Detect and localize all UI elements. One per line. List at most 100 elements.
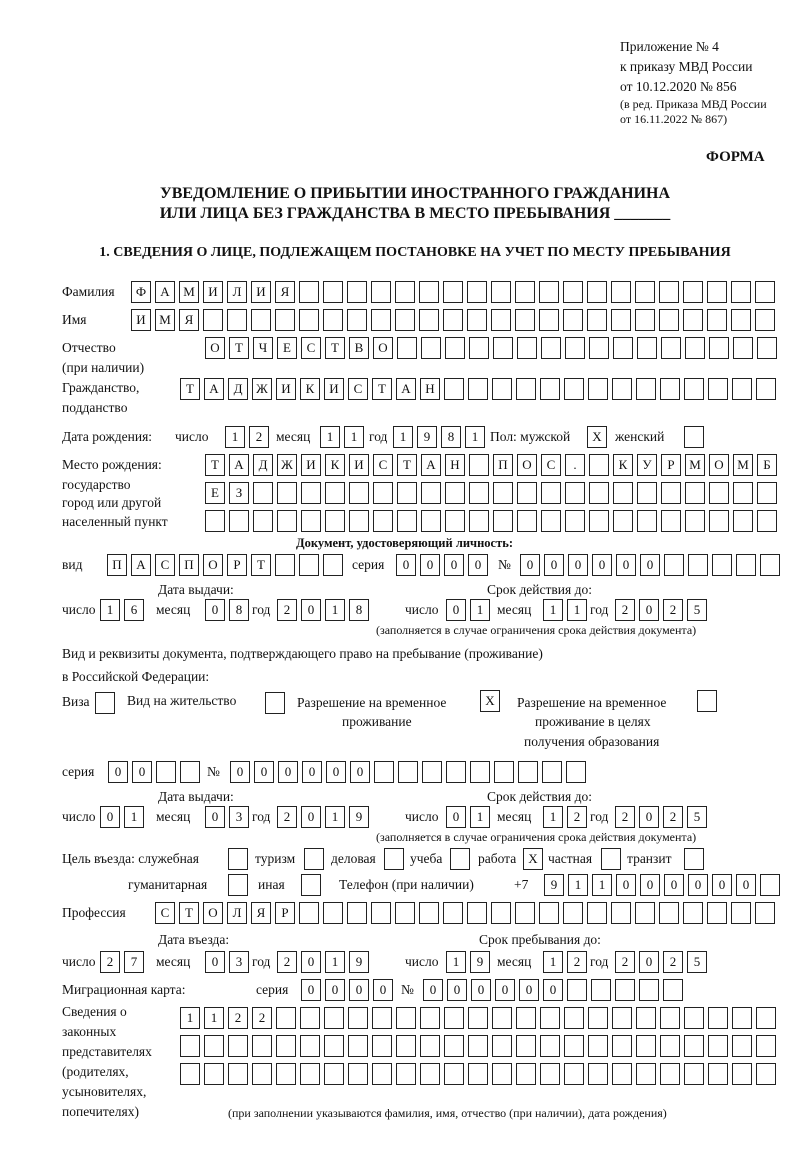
char-cell[interactable]	[565, 337, 585, 359]
char-cell[interactable]	[565, 510, 585, 532]
char-cell[interactable]	[396, 1063, 416, 1085]
char-cell[interactable]	[180, 1035, 200, 1057]
char-cell[interactable]: А	[204, 378, 224, 400]
char-cell[interactable]	[446, 761, 466, 783]
char-cell[interactable]	[469, 482, 489, 504]
char-cell[interactable]: 1	[543, 951, 563, 973]
char-cell[interactable]	[443, 902, 463, 924]
char-cell[interactable]	[613, 482, 633, 504]
char-cell[interactable]	[493, 482, 513, 504]
char-cell[interactable]	[204, 1063, 224, 1085]
checkbox-cell[interactable]	[304, 848, 324, 870]
char-cell[interactable]	[205, 510, 225, 532]
checkbox-cell[interactable]	[265, 692, 285, 714]
checkbox-cell[interactable]: X	[523, 848, 543, 870]
char-cell[interactable]: 0	[205, 951, 225, 973]
char-cell[interactable]: Ф	[131, 281, 151, 303]
char-cell[interactable]	[444, 1035, 464, 1057]
char-cell[interactable]	[635, 309, 655, 331]
char-cell[interactable]: И	[349, 454, 369, 476]
char-cell[interactable]: 0	[350, 761, 370, 783]
char-cell[interactable]: Т	[325, 337, 345, 359]
char-cell[interactable]	[756, 1007, 776, 1029]
char-cell[interactable]: 2	[249, 426, 269, 448]
char-cell[interactable]: 0	[278, 761, 298, 783]
char-cell[interactable]: Е	[277, 337, 297, 359]
char-cell[interactable]: 0	[301, 979, 321, 1001]
char-cell[interactable]	[396, 1035, 416, 1057]
char-cell[interactable]	[684, 1035, 704, 1057]
char-cell[interactable]	[420, 1007, 440, 1029]
char-cell[interactable]	[372, 1063, 392, 1085]
char-cell[interactable]	[660, 1035, 680, 1057]
char-cell[interactable]: 2	[100, 951, 120, 973]
char-cell[interactable]	[664, 554, 684, 576]
char-cell[interactable]: 5	[687, 599, 707, 621]
char-cell[interactable]	[757, 510, 777, 532]
char-cell[interactable]	[707, 281, 727, 303]
char-cell[interactable]	[683, 281, 703, 303]
char-cell[interactable]	[397, 510, 417, 532]
char-cell[interactable]: Я	[275, 281, 295, 303]
char-cell[interactable]	[540, 1063, 560, 1085]
char-cell[interactable]	[492, 378, 512, 400]
char-cell[interactable]	[301, 482, 321, 504]
char-cell[interactable]: 2	[252, 1007, 272, 1029]
char-cell[interactable]	[397, 482, 417, 504]
char-cell[interactable]: 2	[615, 806, 635, 828]
char-cell[interactable]: К	[613, 454, 633, 476]
char-cell[interactable]	[659, 309, 679, 331]
char-cell[interactable]	[515, 281, 535, 303]
char-cell[interactable]: А	[396, 378, 416, 400]
char-cell[interactable]	[467, 902, 487, 924]
char-cell[interactable]	[613, 337, 633, 359]
char-cell[interactable]	[252, 1063, 272, 1085]
char-cell[interactable]: И	[324, 378, 344, 400]
char-cell[interactable]	[443, 281, 463, 303]
char-cell[interactable]: К	[325, 454, 345, 476]
char-cell[interactable]: П	[493, 454, 513, 476]
char-cell[interactable]: 2	[615, 599, 635, 621]
char-cell[interactable]	[635, 902, 655, 924]
checkbox-cell[interactable]: X	[480, 690, 500, 712]
char-cell[interactable]: 5	[687, 806, 707, 828]
char-cell[interactable]	[637, 482, 657, 504]
char-cell[interactable]	[420, 1063, 440, 1085]
char-cell[interactable]	[660, 1063, 680, 1085]
char-cell[interactable]	[325, 482, 345, 504]
char-cell[interactable]	[540, 378, 560, 400]
char-cell[interactable]	[372, 1035, 392, 1057]
char-cell[interactable]	[709, 482, 729, 504]
char-cell[interactable]: 9	[544, 874, 564, 896]
char-cell[interactable]: Р	[661, 454, 681, 476]
char-cell[interactable]	[756, 1035, 776, 1057]
char-cell[interactable]	[564, 1063, 584, 1085]
char-cell[interactable]	[565, 482, 585, 504]
char-cell[interactable]	[444, 378, 464, 400]
char-cell[interactable]	[300, 1007, 320, 1029]
checkbox-cell[interactable]: X	[587, 426, 607, 448]
char-cell[interactable]: 1	[225, 426, 245, 448]
char-cell[interactable]: 0	[254, 761, 274, 783]
char-cell[interactable]: 0	[373, 979, 393, 1001]
char-cell[interactable]: 2	[663, 599, 683, 621]
char-cell[interactable]	[636, 378, 656, 400]
char-cell[interactable]	[516, 1063, 536, 1085]
char-cell[interactable]	[731, 902, 751, 924]
char-cell[interactable]: О	[517, 454, 537, 476]
char-cell[interactable]: 0	[639, 951, 659, 973]
char-cell[interactable]	[299, 902, 319, 924]
char-cell[interactable]	[445, 337, 465, 359]
char-cell[interactable]: О	[205, 337, 225, 359]
char-cell[interactable]: Б	[757, 454, 777, 476]
char-cell[interactable]	[688, 554, 708, 576]
char-cell[interactable]: 0	[471, 979, 491, 1001]
char-cell[interactable]	[323, 902, 343, 924]
char-cell[interactable]	[663, 979, 683, 1001]
char-cell[interactable]: И	[301, 454, 321, 476]
char-cell[interactable]	[539, 902, 559, 924]
char-cell[interactable]: 1	[470, 599, 490, 621]
char-cell[interactable]	[659, 902, 679, 924]
char-cell[interactable]: 0	[519, 979, 539, 1001]
char-cell[interactable]: И	[131, 309, 151, 331]
